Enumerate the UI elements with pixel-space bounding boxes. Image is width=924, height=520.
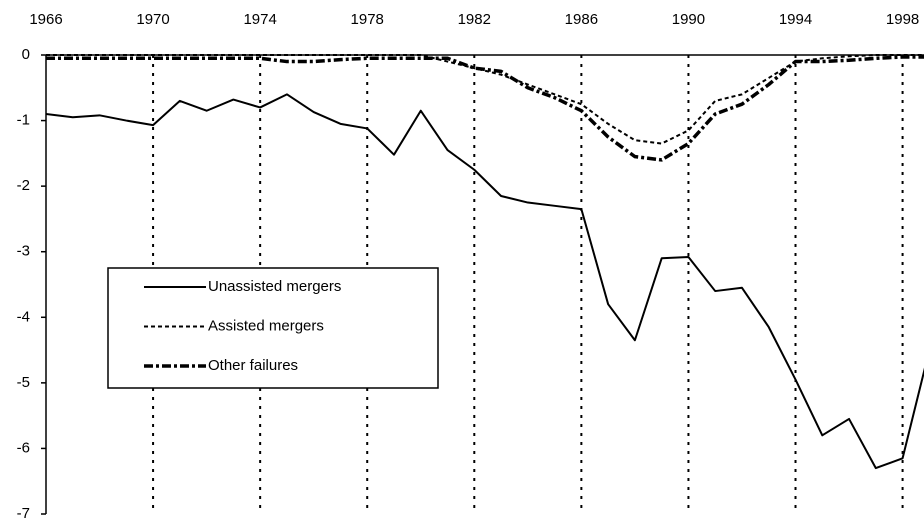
y-tick-label: -1 — [17, 112, 30, 129]
legend-label: Unassisted mergers — [208, 278, 341, 295]
y-tick-label: -4 — [17, 308, 30, 325]
x-tick-label: 1994 — [779, 11, 812, 28]
x-tick-label: 1970 — [136, 11, 169, 28]
series-line — [46, 93, 924, 470]
legend-label: Other failures — [208, 357, 298, 374]
plot-area — [46, 54, 924, 470]
x-tick-label: 1998 — [886, 11, 919, 28]
series-line — [46, 55, 924, 162]
y-tick-label: -7 — [17, 505, 30, 520]
y-tick-label: -6 — [17, 439, 30, 456]
y-tick-label: -3 — [17, 243, 30, 260]
x-tick-label: 1974 — [243, 11, 276, 28]
x-tick-label: 1966 — [29, 11, 62, 28]
y-tick-label: 0 — [22, 46, 30, 63]
x-tick-label: 1990 — [672, 11, 705, 28]
legend-label: Assisted mergers — [208, 317, 324, 334]
x-tick-label: 1978 — [351, 11, 384, 28]
y-tick-label: -2 — [17, 177, 30, 194]
x-tick-label: 1986 — [565, 11, 598, 28]
x-tick-label: 1982 — [458, 11, 491, 28]
y-tick-label: -5 — [17, 374, 30, 391]
